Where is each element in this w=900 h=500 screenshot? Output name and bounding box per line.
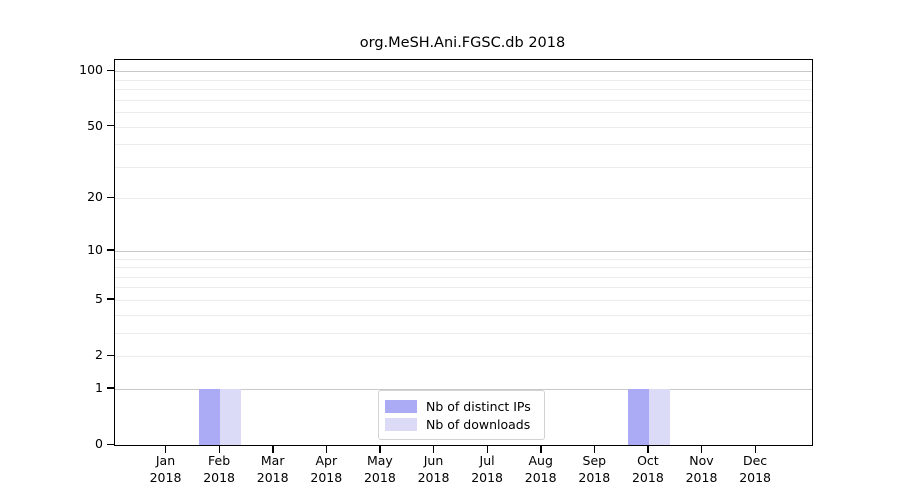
x-tick-label-jul: Jul 2018 bbox=[455, 453, 519, 486]
gridline-decade-10 bbox=[115, 250, 812, 252]
chart-title: org.MeSH.Ani.FGSC.db 2018 bbox=[359, 35, 566, 51]
y-tick-mark-2 bbox=[107, 354, 114, 356]
x-tick-label-oct: Oct 2018 bbox=[616, 453, 680, 486]
gridline-minor-8 bbox=[115, 267, 812, 268]
y-tick-mark-5 bbox=[107, 298, 114, 300]
bar-downloads-oct bbox=[648, 388, 670, 445]
gridline-minor-20 bbox=[115, 198, 812, 200]
x-tick-label-jan: Jan 2018 bbox=[134, 453, 198, 486]
legend-item-distinct-ips: Nb of distinct IPs bbox=[385, 398, 536, 414]
x-tick-year-mar: 2018 bbox=[256, 469, 289, 485]
legend-label-distinct-ips: Nb of distinct IPs bbox=[426, 398, 531, 414]
x-tick-year-aug: 2018 bbox=[524, 469, 557, 485]
x-tick-label-nov: Nov 2018 bbox=[670, 453, 734, 486]
x-tick-label-sep: Sep 2018 bbox=[562, 453, 626, 486]
gridline-minor-70 bbox=[115, 99, 812, 101]
legend-label-downloads: Nb of downloads bbox=[426, 416, 531, 432]
x-tick-month-nov: Nov bbox=[689, 453, 714, 468]
gridline-minor-3 bbox=[115, 332, 812, 334]
x-tick-mark-aug bbox=[540, 446, 542, 453]
y-tick-label-5: 5 bbox=[95, 290, 103, 306]
gridline-minor-50 bbox=[115, 126, 812, 128]
gridline-minor-7 bbox=[115, 276, 812, 278]
x-tick-month-oct: Oct bbox=[637, 453, 659, 468]
y-tick-mark-20 bbox=[107, 196, 114, 199]
x-tick-year-nov: 2018 bbox=[685, 469, 718, 485]
x-tick-mark-apr bbox=[325, 446, 328, 453]
x-tick-label-dec: Dec 2018 bbox=[723, 453, 787, 486]
x-tick-mark-feb bbox=[218, 446, 220, 453]
y-tick-label-10: 10 bbox=[87, 241, 103, 257]
x-tick-month-jun: Jun bbox=[423, 453, 444, 468]
y-tick-label-0: 0 bbox=[95, 436, 103, 451]
gridline-minor-80 bbox=[115, 89, 812, 91]
y-tick-label-2: 2 bbox=[95, 347, 103, 362]
y-tick-label-50: 50 bbox=[87, 117, 103, 133]
gridline-minor-30 bbox=[115, 166, 812, 168]
x-tick-month-aug: Aug bbox=[528, 453, 553, 468]
x-tick-month-sep: Sep bbox=[582, 453, 607, 468]
x-tick-mark-oct bbox=[647, 446, 649, 453]
x-tick-label-feb: Feb 2018 bbox=[187, 453, 251, 486]
x-tick-month-dec: Dec bbox=[742, 453, 768, 468]
legend-item-downloads: Nb of downloads bbox=[385, 416, 536, 432]
x-tick-mark-jul bbox=[486, 446, 488, 453]
gridline-minor-5 bbox=[115, 299, 812, 301]
bar-distinct-ips-oct bbox=[627, 388, 649, 445]
gridline-minor-2 bbox=[115, 356, 812, 357]
x-tick-label-may: May 2018 bbox=[348, 453, 412, 486]
x-tick-year-may: 2018 bbox=[363, 469, 396, 485]
gridline-minor-9 bbox=[115, 258, 812, 260]
x-tick-year-jun: 2018 bbox=[417, 469, 450, 485]
x-tick-mark-jan bbox=[165, 446, 167, 453]
gridline-minor-60 bbox=[115, 112, 812, 114]
x-tick-year-apr: 2018 bbox=[310, 469, 343, 485]
legend-swatch-downloads bbox=[385, 417, 417, 431]
gridline-decade-100 bbox=[115, 71, 812, 73]
x-tick-year-feb: 2018 bbox=[203, 469, 235, 485]
gridline-decade-1 bbox=[115, 388, 812, 390]
legend: Nb of distinct IPs Nb of downloads bbox=[378, 390, 545, 440]
y-tick-mark-50 bbox=[107, 125, 114, 127]
x-tick-mark-may bbox=[379, 446, 381, 453]
x-tick-month-mar: Mar bbox=[260, 453, 285, 468]
x-tick-label-jun: Jun 2018 bbox=[402, 453, 466, 486]
y-tick-label-20: 20 bbox=[87, 189, 103, 205]
y-tick-mark-0 bbox=[107, 443, 114, 445]
x-tick-mark-mar bbox=[272, 446, 274, 453]
y-tick-mark-100 bbox=[107, 69, 114, 72]
x-tick-year-jul: 2018 bbox=[471, 469, 503, 485]
legend-swatch-distinct-ips bbox=[385, 399, 417, 413]
bar-distinct-ips-feb bbox=[199, 388, 221, 445]
y-tick-label-100: 100 bbox=[79, 62, 103, 78]
x-tick-label-mar: Mar 2018 bbox=[241, 453, 305, 486]
bar-downloads-feb bbox=[220, 388, 242, 445]
x-tick-year-oct: 2018 bbox=[631, 469, 664, 485]
x-tick-year-dec: 2018 bbox=[739, 469, 771, 485]
x-tick-mark-nov bbox=[701, 446, 703, 453]
x-tick-month-jul: Jul bbox=[479, 453, 495, 468]
y-tick-mark-1 bbox=[107, 387, 114, 389]
x-tick-month-may: May bbox=[366, 453, 393, 468]
x-tick-mark-jun bbox=[433, 446, 435, 453]
gridline-minor-90 bbox=[115, 79, 812, 81]
y-tick-label-1: 1 bbox=[95, 379, 103, 395]
x-tick-month-apr: Apr bbox=[315, 453, 338, 468]
x-tick-month-feb: Feb bbox=[208, 453, 231, 468]
x-tick-label-apr: Apr 2018 bbox=[294, 453, 358, 486]
plot-area bbox=[114, 59, 813, 446]
x-tick-mark-dec bbox=[754, 446, 756, 453]
x-tick-year-jan: 2018 bbox=[149, 469, 182, 485]
gridline-minor-40 bbox=[115, 144, 812, 146]
x-tick-mark-sep bbox=[593, 446, 596, 453]
gridline-minor-6 bbox=[115, 287, 812, 289]
gridline-minor-4 bbox=[115, 314, 812, 316]
x-tick-label-aug: Aug 2018 bbox=[509, 453, 573, 486]
x-tick-month-jan: Jan bbox=[155, 453, 176, 468]
y-tick-mark-10 bbox=[107, 249, 114, 251]
x-tick-year-sep: 2018 bbox=[578, 469, 611, 485]
